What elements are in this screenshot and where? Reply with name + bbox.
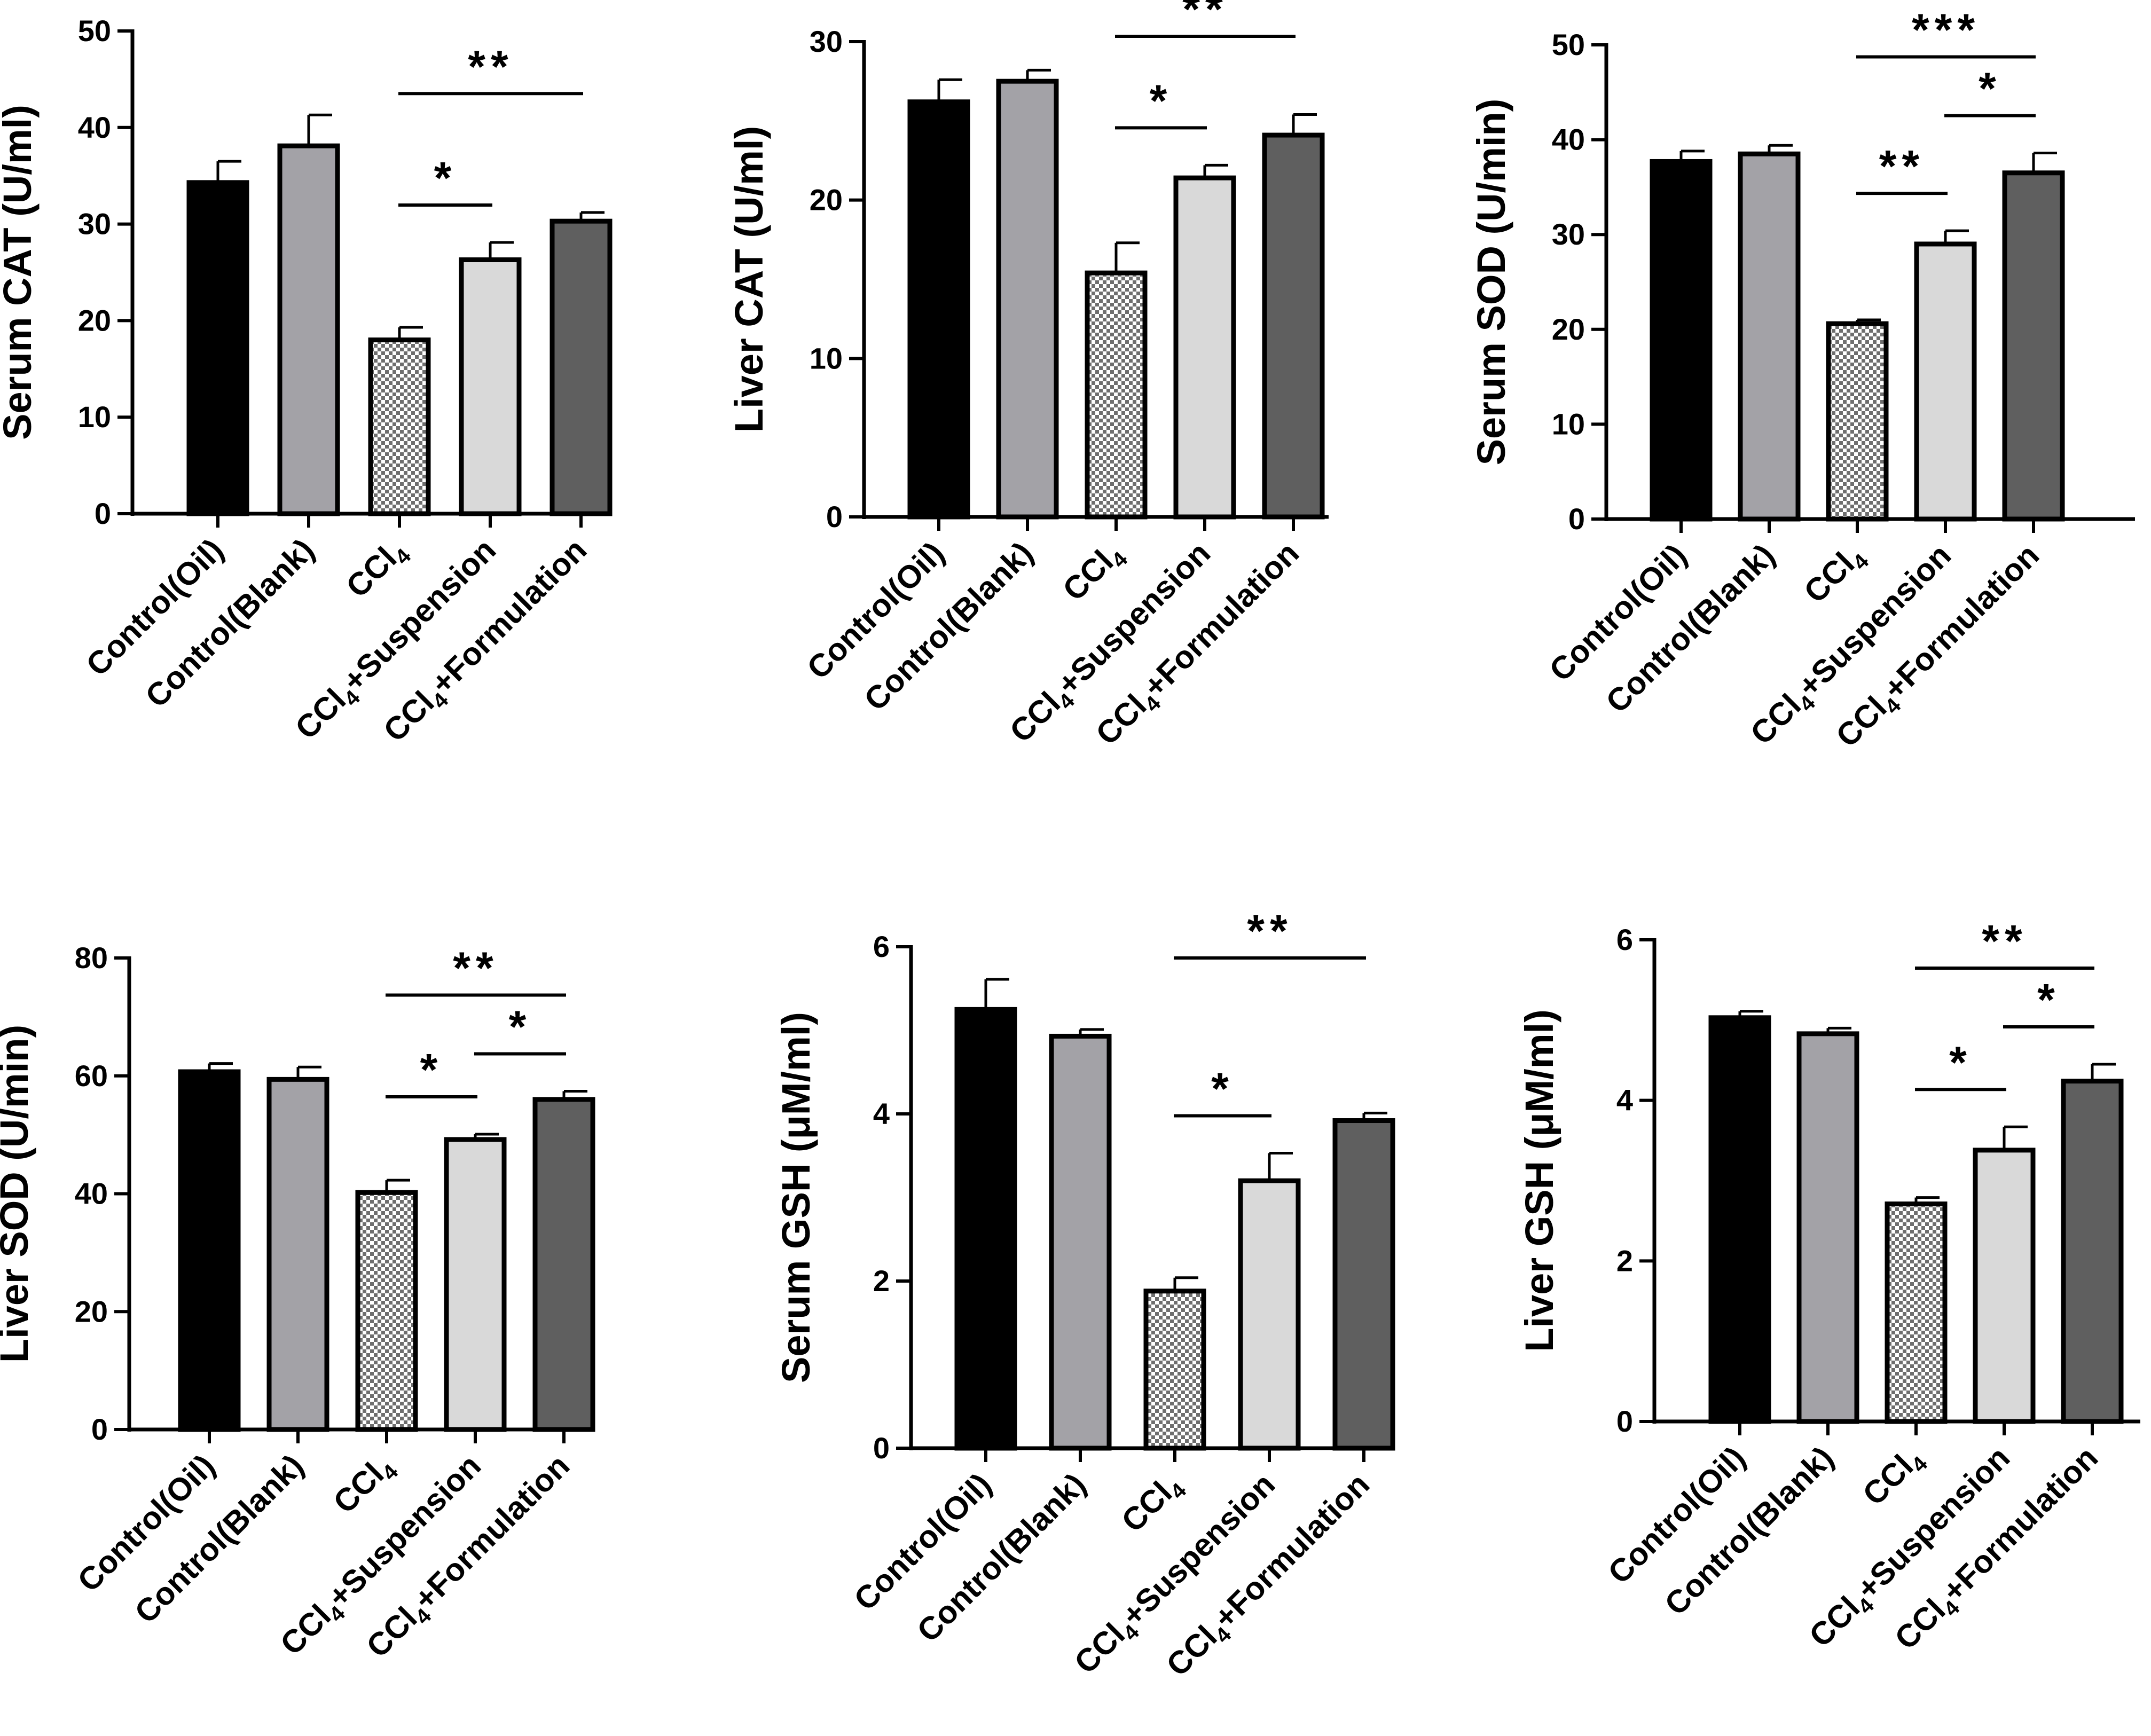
significance-label: **: [1982, 916, 2027, 966]
bar-control-oil-: [1708, 1015, 1771, 1424]
y-tick-label: 60: [75, 1059, 108, 1093]
y-tick-label: 10: [810, 341, 843, 375]
y-tick-label: 0: [1568, 502, 1585, 536]
bar-control-blank-: [996, 78, 1059, 520]
significance-label: *: [509, 1001, 532, 1051]
bar-ccl4-formulation: [2061, 1079, 2124, 1424]
bar-control-oil-: [954, 1007, 1017, 1451]
significance-label: **: [1879, 141, 1925, 191]
significance-label: **: [468, 41, 513, 91]
x-category-label: CCl4: [1114, 1466, 1191, 1543]
bar-ccl4-suspension: [444, 1137, 507, 1432]
bar-ccl4-formulation: [1262, 132, 1325, 520]
bar-ccl4: [1885, 1201, 1948, 1424]
significance-label: **: [453, 942, 498, 993]
y-tick-label: 0: [95, 497, 111, 530]
y-tick-label: 0: [91, 1412, 108, 1446]
bar-control-blank-: [266, 1077, 329, 1432]
bar-ccl4-formulation: [2002, 170, 2065, 522]
y-tick-label: 30: [1552, 217, 1585, 251]
significance-label: *: [1979, 63, 2001, 113]
significance-label: *: [2037, 975, 2060, 1025]
bar-control-blank-: [1738, 151, 1801, 522]
y-axis-label: Liver CAT (U/ml): [727, 126, 771, 433]
bar-control-blank-: [1796, 1031, 1859, 1424]
bar-control-oil-: [178, 1069, 241, 1432]
y-tick-label: 2: [873, 1264, 890, 1298]
bar-control-oil-: [907, 99, 970, 520]
y-tick-label: 2: [1616, 1244, 1633, 1277]
y-tick-label: 0: [826, 500, 843, 533]
y-tick-label: 50: [78, 14, 111, 48]
bar-ccl4: [355, 1190, 418, 1432]
significance-label: *: [1150, 75, 1173, 125]
y-axis-label: Liver GSH (μM/ml): [1517, 1009, 1561, 1352]
y-tick-label: 20: [75, 1294, 108, 1328]
significance-label: *: [1949, 1037, 1972, 1087]
bar-ccl4: [1143, 1289, 1206, 1451]
bar-control-oil-: [186, 180, 249, 516]
y-tick-label: 4: [873, 1097, 890, 1130]
bar-ccl4: [1826, 321, 1889, 522]
significance-label: *: [434, 153, 457, 203]
y-axis-label: Liver SOD (U/min): [0, 1025, 36, 1363]
bar-ccl4-formulation: [532, 1097, 595, 1432]
x-category-label: Control(Blank): [138, 532, 321, 714]
y-tick-label: 20: [810, 183, 843, 217]
significance-label: *: [1211, 1064, 1234, 1114]
y-axis-label: Serum CAT (U/ml): [0, 105, 40, 440]
bar-control-blank-: [1049, 1033, 1112, 1451]
bar-ccl4: [368, 337, 431, 516]
y-tick-label: 6: [873, 930, 890, 963]
y-tick-label: 10: [78, 400, 111, 434]
bar-ccl4-formulation: [549, 218, 613, 516]
bar-ccl4-formulation: [1332, 1118, 1395, 1451]
y-tick-label: 6: [1616, 923, 1633, 956]
bar-ccl4-suspension: [1973, 1148, 2036, 1424]
bar-ccl4-suspension: [1173, 175, 1236, 520]
y-axis-label: Serum GSH (μM/ml): [774, 1012, 818, 1383]
y-tick-label: 30: [78, 207, 111, 241]
x-category-label: CCl4: [326, 1447, 403, 1524]
y-tick-label: 40: [75, 1177, 108, 1211]
y-tick-label: 40: [1552, 123, 1585, 156]
significance-label: ***: [1912, 4, 1980, 54]
y-tick-label: 30: [810, 25, 843, 58]
significance-label: **: [1247, 906, 1292, 956]
y-axis-label: Serum SOD (U/min): [1469, 99, 1513, 466]
y-tick-label: 4: [1616, 1083, 1633, 1117]
y-tick-label: 20: [78, 303, 111, 337]
bar-control-oil-: [1650, 159, 1713, 522]
y-tick-label: 40: [78, 111, 111, 144]
significance-label: *: [420, 1044, 443, 1095]
bar-control-blank-: [277, 143, 340, 516]
y-tick-label: 80: [75, 941, 108, 975]
x-category-label: CCl4: [339, 531, 416, 608]
y-tick-label: 0: [1616, 1404, 1633, 1438]
bar-ccl4: [1085, 270, 1148, 520]
bar-ccl4-suspension: [1914, 241, 1977, 522]
x-category-label: CCl4: [1856, 1439, 1933, 1516]
y-tick-label: 0: [873, 1431, 890, 1465]
x-category-label: CCl4: [1056, 535, 1133, 611]
y-tick-label: 10: [1552, 407, 1585, 441]
significance-label: **: [1182, 0, 1228, 34]
y-tick-label: 20: [1552, 312, 1585, 346]
y-tick-label: 50: [1552, 28, 1585, 61]
bar-ccl4-suspension: [1238, 1178, 1301, 1451]
x-category-label: Control(Blank): [910, 1466, 1093, 1649]
x-category-label: CCl4: [1797, 537, 1874, 614]
bar-ccl4-suspension: [459, 257, 522, 516]
